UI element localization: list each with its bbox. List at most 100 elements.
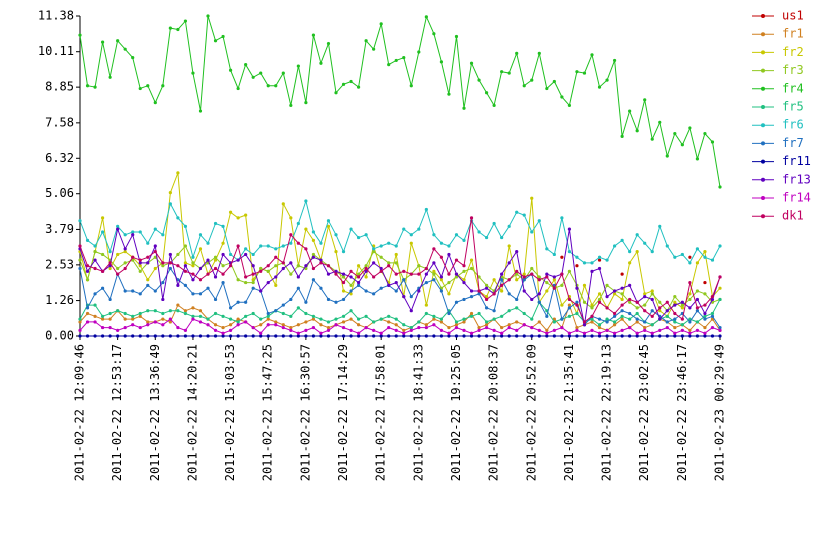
data-point	[341, 250, 346, 254]
data-point	[281, 323, 285, 327]
data-point	[492, 103, 496, 108]
data-point	[123, 266, 127, 271]
data-point	[266, 84, 270, 88]
data-point	[575, 334, 579, 338]
data-point	[326, 224, 331, 228]
legend-label: dk1	[782, 209, 804, 223]
data-point	[289, 241, 293, 245]
data-point	[394, 58, 398, 63]
data-point	[545, 334, 549, 338]
data-point	[311, 334, 316, 338]
data-point	[146, 278, 150, 282]
data-point	[123, 47, 127, 51]
data-point	[116, 328, 120, 332]
data-point	[100, 314, 105, 318]
data-point	[695, 289, 700, 293]
data-point	[688, 255, 692, 259]
data-point	[515, 269, 519, 273]
data-point	[176, 303, 180, 307]
data-point	[530, 230, 534, 234]
data-point	[364, 325, 368, 330]
data-point	[372, 292, 376, 296]
y-tick-label: 10.11	[38, 44, 74, 58]
data-point	[326, 264, 331, 268]
data-point	[372, 250, 376, 254]
data-point	[560, 303, 564, 307]
data-point	[274, 320, 278, 324]
data-point	[582, 320, 587, 324]
data-point	[146, 309, 150, 313]
data-point	[349, 283, 353, 287]
data-point	[138, 325, 142, 330]
data-point	[372, 247, 376, 251]
data-point	[447, 244, 451, 248]
data-point	[138, 258, 142, 262]
data-point	[304, 264, 308, 268]
data-point	[266, 311, 270, 316]
data-point	[108, 334, 112, 338]
data-point	[319, 261, 323, 265]
data-point	[507, 292, 511, 296]
data-point	[673, 320, 677, 324]
data-point	[688, 331, 692, 335]
data-point	[206, 317, 210, 321]
data-point	[567, 269, 572, 273]
data-point	[605, 328, 609, 332]
data-point	[484, 295, 489, 299]
data-point	[153, 244, 157, 248]
data-point	[567, 306, 572, 310]
data-point	[552, 286, 556, 290]
legend-label: fr13	[782, 172, 811, 186]
legend-marker	[761, 86, 765, 91]
data-point	[244, 320, 248, 324]
data-point	[454, 275, 459, 279]
data-point	[206, 258, 210, 262]
data-point	[718, 325, 722, 330]
data-point	[492, 334, 496, 338]
data-point	[522, 334, 526, 338]
data-point	[221, 264, 225, 268]
data-point	[168, 252, 172, 257]
data-point	[718, 297, 722, 302]
data-point	[537, 334, 541, 338]
data-point	[206, 334, 210, 338]
data-point	[469, 289, 474, 293]
data-point	[236, 334, 240, 338]
data-point	[439, 275, 444, 279]
data-point	[635, 317, 639, 321]
data-point	[168, 190, 172, 195]
data-point	[251, 264, 255, 268]
data-point	[274, 309, 278, 313]
data-point	[319, 331, 323, 335]
data-point	[545, 289, 549, 293]
data-point	[93, 244, 97, 248]
data-point	[484, 283, 489, 287]
data-point	[522, 84, 526, 88]
data-point	[673, 317, 677, 321]
data-point	[552, 278, 556, 282]
data-point	[274, 264, 278, 268]
data-point	[650, 137, 654, 141]
data-point	[673, 334, 677, 338]
data-point	[183, 309, 188, 313]
data-point	[424, 303, 428, 307]
data-point	[560, 317, 564, 321]
data-point	[628, 250, 632, 254]
data-point	[643, 292, 647, 296]
data-point	[146, 241, 150, 245]
data-point	[402, 227, 406, 231]
data-point	[484, 306, 489, 310]
data-point	[138, 264, 142, 268]
data-point	[131, 317, 135, 321]
data-point	[244, 247, 248, 251]
data-point	[221, 280, 225, 285]
data-point	[341, 275, 346, 279]
data-point	[409, 84, 413, 88]
data-point	[236, 278, 240, 282]
data-point	[198, 278, 203, 282]
legend-marker	[761, 196, 765, 200]
data-point	[334, 233, 338, 237]
x-tick-label: 2011-02-23 00:29:49	[713, 344, 727, 481]
data-point	[206, 323, 210, 327]
data-point	[93, 320, 97, 324]
